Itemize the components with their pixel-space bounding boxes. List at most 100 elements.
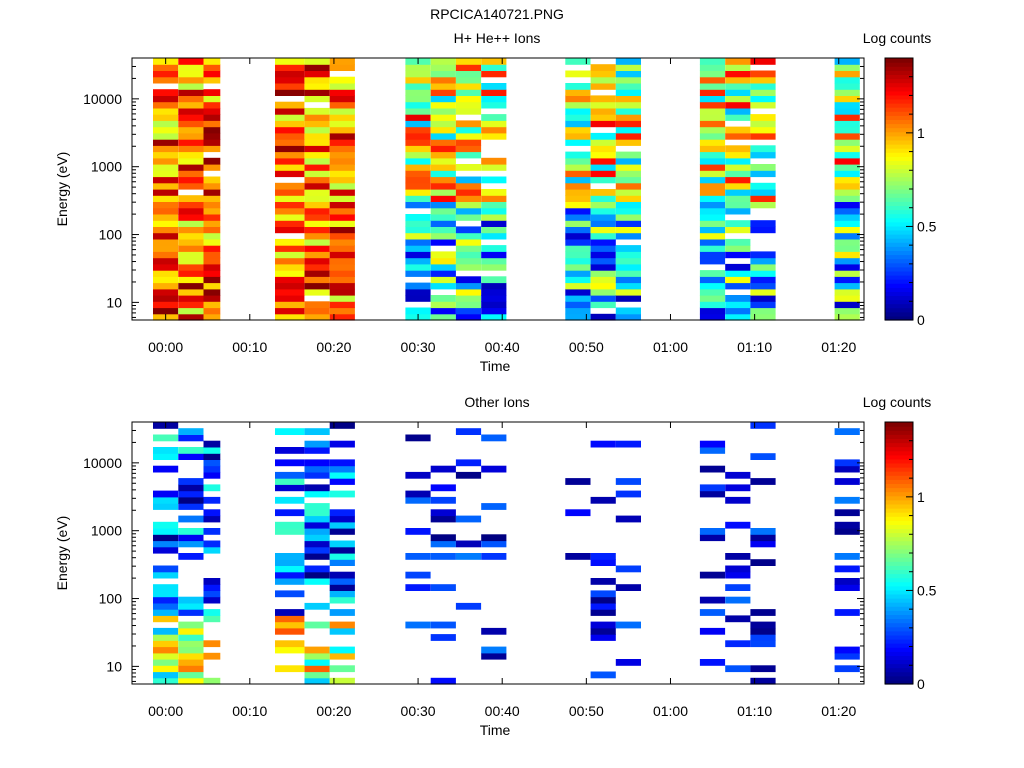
colorbar-swatch — [885, 213, 913, 219]
heatmap-cell — [455, 145, 482, 153]
heatmap-cell — [329, 58, 355, 65]
heatmap-cell — [275, 145, 305, 153]
heatmap-cell — [304, 465, 330, 473]
heatmap-cell — [565, 164, 591, 171]
colorbar-swatch — [885, 561, 913, 566]
heatmap-cell — [329, 263, 355, 271]
colorbar-swatch — [885, 180, 913, 186]
colorbar-swatch — [885, 172, 913, 178]
colorbar-swatch — [885, 438, 913, 444]
colorbar-swatch — [885, 553, 913, 558]
heatmap-cell — [203, 301, 221, 309]
heatmap-cell — [481, 553, 507, 560]
heatmap-cell — [405, 201, 431, 209]
heatmap-cell — [329, 282, 355, 290]
heatmap-cell — [481, 226, 507, 234]
heatmap-cell — [405, 195, 431, 202]
heatmap-cell — [153, 195, 179, 202]
heatmap-cell — [430, 64, 456, 71]
heatmap-cell — [565, 263, 591, 271]
heatmap-cell — [203, 447, 221, 454]
heatmap-cell — [455, 126, 482, 134]
heatmap-cell — [329, 440, 355, 448]
heatmap-cell — [405, 132, 431, 140]
heatmap-cell — [834, 214, 860, 221]
heatmap-cell — [275, 627, 305, 635]
heatmap-cell — [750, 145, 776, 153]
heatmap-cell — [430, 201, 456, 209]
heatmap-cell — [329, 422, 355, 429]
heatmap-cell — [481, 301, 507, 309]
heatmap-cell — [405, 490, 431, 498]
heatmap-cell — [455, 214, 482, 221]
heatmap-cell — [203, 139, 221, 146]
heatmap-cell — [590, 609, 616, 616]
heatmap-cell — [590, 76, 616, 84]
colorbar-swatch — [885, 135, 913, 141]
heatmap-cell — [699, 627, 726, 635]
heatmap-cell — [304, 182, 330, 190]
heatmap-cell — [699, 176, 726, 184]
heatmap-cell — [329, 151, 355, 159]
heatmap-cell — [203, 596, 221, 604]
heatmap-cell — [178, 503, 204, 510]
heatmap-cell — [275, 214, 305, 221]
heatmap-cell — [405, 251, 431, 259]
heatmap-cell — [455, 201, 482, 209]
heatmap-cell — [430, 132, 456, 140]
heatmap-cell — [834, 76, 860, 84]
heatmap-cell — [750, 251, 776, 259]
heatmap-cell — [153, 565, 179, 573]
colorbar-swatch — [885, 639, 913, 644]
axes: 00:00 00:10 00:20 00:30 00:40 00:50 01:00 01:10… — [83, 421, 864, 719]
heatmap-cell — [405, 232, 431, 240]
heatmap-cell — [329, 157, 355, 165]
heatmap-cell — [405, 145, 431, 153]
heatmap-cell — [329, 288, 355, 296]
heatmap-cell — [430, 263, 456, 271]
heatmap-cell — [750, 201, 776, 209]
heatmap-cell — [699, 189, 726, 196]
heatmap-cell — [565, 89, 591, 96]
heatmap-cell — [834, 176, 860, 184]
colorbar-swatch — [885, 479, 913, 484]
x-tick-label: 00:50 — [569, 339, 604, 355]
heatmap-cell — [699, 182, 726, 190]
heatmap-cell — [304, 515, 330, 523]
heatmap-cell — [455, 257, 482, 265]
heatmap-cell — [203, 201, 221, 209]
heatmap-cell — [699, 226, 726, 234]
heatmap-cell — [481, 207, 507, 215]
heatmap-cell — [329, 226, 355, 234]
colorbar-swatch — [885, 536, 913, 542]
heatmap-cell — [725, 251, 751, 259]
heatmap-cell — [699, 571, 726, 579]
heatmap-cell — [565, 176, 591, 184]
heatmap-cell — [178, 207, 204, 215]
heatmap-cell — [750, 263, 776, 271]
heatmap-cell — [405, 288, 431, 296]
heatmap-cell — [834, 307, 860, 315]
heatmap-cell — [178, 540, 204, 548]
heatmap-cell — [699, 301, 726, 309]
heatmap-cell — [178, 295, 204, 302]
heatmap-cell — [834, 301, 860, 309]
heatmap-cell — [565, 195, 591, 202]
colorbar-swatch — [885, 475, 913, 480]
heatmap-cell — [275, 220, 305, 227]
heatmap-cell — [203, 114, 221, 121]
heatmap-cell — [725, 270, 751, 277]
colorbar-swatch — [885, 238, 913, 243]
heatmap-cell — [430, 276, 456, 284]
y-tick-label: 10 — [106, 294, 122, 310]
heatmap-cell — [178, 671, 204, 679]
heatmap-cell — [178, 83, 204, 90]
heatmap-cell — [615, 70, 641, 78]
heatmap-cell — [329, 596, 355, 604]
colorbar-swatch — [885, 291, 913, 296]
heatmap-cell — [178, 301, 204, 309]
heatmap-cell — [153, 615, 179, 623]
heatmap-cell — [590, 195, 616, 202]
y-tick-label: 100 — [99, 591, 123, 607]
heatmap-cell — [455, 189, 482, 196]
